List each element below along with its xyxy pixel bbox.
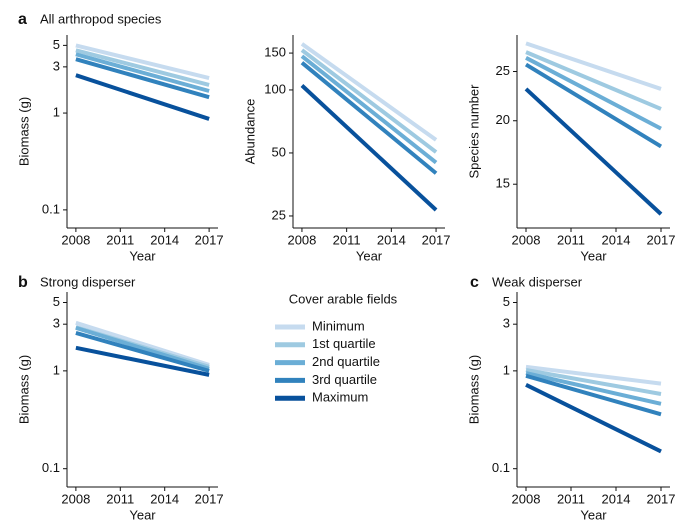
x-axis-label: Year <box>129 248 156 263</box>
x-tick-label: 2017 <box>195 491 224 506</box>
y-tick-label: 1 <box>503 362 510 377</box>
series-line <box>75 73 210 121</box>
x-tick-label: 2014 <box>602 232 631 247</box>
x-tick-label: 2017 <box>195 232 224 247</box>
y-tick-label: 50 <box>272 144 286 159</box>
series-line <box>75 331 210 373</box>
legend-label: 2nd quartile <box>312 354 380 369</box>
series-line <box>525 373 662 417</box>
y-tick-label: 1 <box>53 362 60 377</box>
y-tick-label: 5 <box>53 37 60 52</box>
x-tick-label: 2011 <box>106 232 134 247</box>
y-axis-label: Abundance <box>242 99 257 165</box>
legend-label: Minimum <box>312 318 365 333</box>
series-line <box>75 325 210 371</box>
series-line <box>300 61 438 175</box>
y-axis-label: Biomass (g) <box>16 97 31 166</box>
series-line <box>524 62 663 149</box>
series-line <box>75 43 210 80</box>
series-line <box>75 57 210 100</box>
y-tick-label: 0.1 <box>492 460 510 475</box>
x-tick-label: 2014 <box>602 491 631 506</box>
y-tick-label: 15 <box>496 176 510 191</box>
panel-label: c <box>470 274 479 291</box>
series-line <box>300 42 438 142</box>
y-tick-label: 3 <box>53 58 60 73</box>
legend-title: Cover arable fields <box>289 291 398 306</box>
x-axis-label: Year <box>580 248 607 263</box>
series-line <box>300 48 438 154</box>
series-line <box>300 84 438 212</box>
y-tick-label: 5 <box>503 294 510 309</box>
series-line <box>524 87 663 216</box>
series-line <box>525 56 662 131</box>
panel-title: Strong disperser <box>40 274 136 289</box>
x-tick-label: 2011 <box>557 232 585 247</box>
panel-label: b <box>18 274 28 291</box>
x-tick-label: 2011 <box>106 491 134 506</box>
y-axis-label: Species number <box>466 84 481 179</box>
panel-title: All arthropod species <box>40 11 162 26</box>
series-line <box>525 50 662 111</box>
series-line <box>525 41 662 91</box>
series-line <box>75 52 210 93</box>
x-axis-label: Year <box>580 507 607 522</box>
y-tick-label: 1 <box>53 104 60 119</box>
x-tick-label: 2011 <box>557 491 585 506</box>
x-tick-label: 2017 <box>647 491 676 506</box>
x-tick-label: 2017 <box>422 232 451 247</box>
legend-label: Maximum <box>312 390 368 405</box>
panel-title: Weak disperser <box>492 274 583 289</box>
x-tick-label: 2008 <box>287 232 316 247</box>
x-tick-label: 2011 <box>333 232 361 247</box>
series-line <box>75 345 210 377</box>
series-line <box>75 48 210 87</box>
x-tick-label: 2014 <box>377 232 406 247</box>
series-line <box>525 371 662 406</box>
x-tick-label: 2008 <box>512 491 541 506</box>
y-axis-label: Biomass (g) <box>466 355 481 424</box>
x-axis-label: Year <box>129 507 156 522</box>
y-tick-label: 5 <box>53 294 60 309</box>
y-tick-label: 25 <box>272 207 286 222</box>
x-tick-label: 2017 <box>647 232 676 247</box>
y-tick-label: 0.1 <box>42 460 60 475</box>
y-tick-label: 20 <box>496 112 510 127</box>
y-tick-label: 150 <box>264 45 286 60</box>
x-axis-label: Year <box>356 248 383 263</box>
x-tick-label: 2008 <box>512 232 541 247</box>
x-tick-label: 2008 <box>61 491 90 506</box>
series-line <box>525 368 662 396</box>
legend-label: 1st quartile <box>312 336 376 351</box>
y-tick-label: 25 <box>496 63 510 78</box>
series-line <box>525 364 662 386</box>
series-line <box>525 383 662 454</box>
x-tick-label: 2008 <box>61 232 90 247</box>
legend-label: 3rd quartile <box>312 372 377 387</box>
series-line <box>75 320 210 367</box>
y-axis-label: Biomass (g) <box>16 355 31 424</box>
x-tick-label: 2014 <box>150 491 179 506</box>
y-tick-label: 3 <box>503 316 510 331</box>
panel-label: a <box>18 11 27 28</box>
y-tick-label: 3 <box>53 316 60 331</box>
y-tick-label: 0.1 <box>42 201 60 216</box>
y-tick-label: 100 <box>264 81 286 96</box>
x-tick-label: 2014 <box>150 232 179 247</box>
series-line <box>300 54 438 165</box>
